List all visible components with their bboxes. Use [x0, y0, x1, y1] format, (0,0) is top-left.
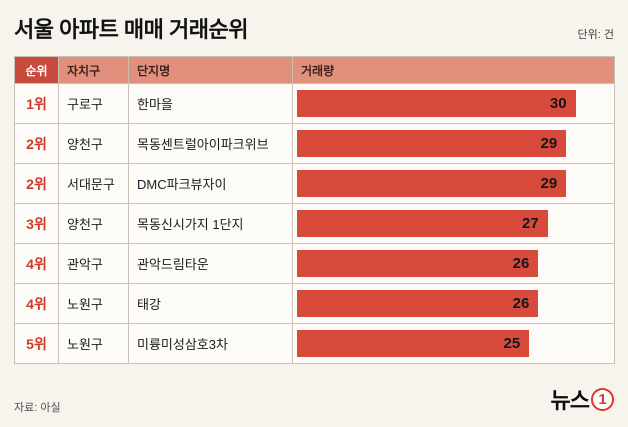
table-row: 4위 관악구 관악드림타운 26 — [14, 243, 615, 284]
volume-value: 27 — [522, 215, 539, 232]
complex-cell: 관악드림타운 — [128, 243, 293, 284]
news1-logo: 뉴스 1 — [551, 383, 614, 415]
volume-value: 29 — [540, 135, 558, 152]
volume-cell: 29 — [292, 123, 615, 164]
ranking-table: 순위 자치구 단지명 거래량 1위 구로구 한마을 30 2위 양천구 목동 — [14, 56, 615, 364]
table-row: 2위 양천구 목동센트럴아이파크위브 29 — [14, 123, 615, 164]
complex-cell: 한마을 — [128, 83, 293, 124]
volume-bar: 26 — [297, 250, 539, 277]
district-cell: 관악구 — [58, 243, 129, 284]
complex-cell: 목동신시가지 1단지 — [128, 203, 293, 244]
rank-cell: 4위 — [14, 283, 59, 324]
volume-bar: 29 — [297, 170, 567, 197]
volume-bar: 29 — [297, 130, 567, 157]
district-cell: 노원구 — [58, 283, 129, 324]
complex-cell: 미륭미성삼호3차 — [128, 323, 293, 364]
rank-cell: 3위 — [14, 203, 59, 244]
table-row: 3위 양천구 목동신시가지 1단지 27 — [14, 203, 615, 244]
volume-value: 26 — [512, 295, 530, 312]
table-row: 5위 노원구 미륭미성삼호3차 25 — [14, 323, 615, 364]
district-cell: 구로구 — [58, 83, 129, 124]
unit-label: 단위: 건 — [577, 29, 614, 41]
rank-cell: 5위 — [14, 323, 59, 364]
source-credit: 자료: 아실 — [14, 402, 61, 414]
footer: 자료: 아실 뉴스 1 — [14, 383, 614, 415]
district-cell: 양천구 — [58, 203, 129, 244]
news1-logo-text: 뉴스 — [550, 388, 590, 413]
complex-cell: 태강 — [128, 283, 293, 324]
volume-value: 25 — [503, 335, 521, 352]
table-row: 2위 서대문구 DMC파크뷰자이 29 — [14, 163, 615, 204]
header-rank: 순위 — [14, 56, 59, 84]
volume-bar: 30 — [297, 90, 576, 117]
complex-cell: DMC파크뷰자이 — [128, 163, 293, 204]
table-row: 4위 노원구 태강 26 — [14, 283, 615, 324]
volume-cell: 27 — [292, 203, 615, 244]
volume-value: 30 — [549, 95, 567, 112]
volume-bar: 27 — [297, 210, 548, 237]
header-complex: 단지명 — [128, 56, 293, 84]
district-cell: 노원구 — [58, 323, 129, 364]
header-volume: 거래량 — [292, 56, 615, 84]
volume-value: 29 — [540, 175, 558, 192]
volume-cell: 26 — [292, 243, 615, 284]
rank-cell: 4위 — [14, 243, 59, 284]
district-cell: 양천구 — [58, 123, 129, 164]
rank-cell: 1위 — [14, 83, 59, 124]
volume-cell: 26 — [292, 283, 615, 324]
rank-cell: 2위 — [14, 163, 59, 204]
volume-value: 26 — [512, 255, 530, 272]
volume-cell: 29 — [292, 163, 615, 204]
rank-cell: 2위 — [14, 123, 59, 164]
volume-bar: 26 — [297, 290, 539, 317]
volume-bar: 25 — [297, 330, 530, 357]
complex-cell: 목동센트럴아이파크위브 — [128, 123, 293, 164]
volume-cell: 30 — [292, 83, 615, 124]
table-row: 1위 구로구 한마을 30 — [14, 83, 615, 124]
header-district: 자치구 — [58, 56, 129, 84]
page-title: 서울 아파트 매매 거래순위 — [14, 17, 248, 42]
news1-logo-badge: 1 — [591, 387, 614, 411]
header: 서울 아파트 매매 거래순위 단위: 건 — [14, 12, 614, 44]
volume-cell: 25 — [292, 323, 615, 364]
district-cell: 서대문구 — [58, 163, 129, 204]
table-header-row: 순위 자치구 단지명 거래량 — [14, 56, 615, 84]
